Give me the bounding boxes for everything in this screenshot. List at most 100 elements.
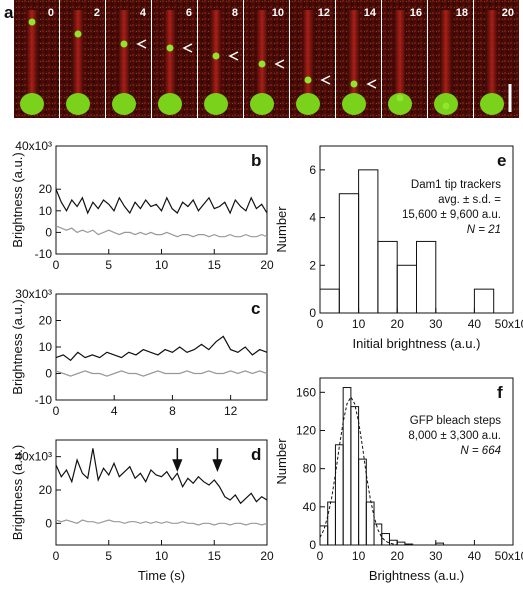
arrowhead <box>320 75 331 85</box>
frame-label: 10 <box>272 7 284 19</box>
y-axis-label: Brightness (a.u.) <box>10 152 25 247</box>
annotation: Dam1 tip trackers <box>411 179 501 191</box>
annotation: avg. ± s.d. = <box>438 194 501 206</box>
x-tick-label: 10 <box>155 549 169 563</box>
histogram-bar <box>358 458 367 546</box>
x-tick-label: 20 <box>391 317 405 331</box>
x-tick-label: 30 <box>429 549 443 563</box>
microtubule <box>486 10 498 110</box>
microtubule <box>302 10 314 110</box>
panel-letter: b <box>251 151 261 170</box>
panel-letter: d <box>251 445 261 464</box>
microtubule <box>394 10 406 110</box>
annotation: 15,600 ± 9,600 a.u. <box>402 209 501 221</box>
annotation: N = 21 <box>467 224 501 236</box>
frame-label: 2 <box>94 7 100 19</box>
histogram-bar <box>358 169 379 314</box>
x-tick-label: 40 <box>468 549 482 563</box>
x-tick-label: 20 <box>260 258 274 272</box>
microtubule <box>440 10 452 110</box>
x-tick-label: 50x10³ <box>495 549 523 563</box>
arrowhead <box>366 79 377 89</box>
x-tick-label: 12 <box>224 404 238 418</box>
histogram-bar <box>381 533 390 546</box>
histogram-bar <box>319 288 340 314</box>
panel-letter: f <box>497 383 503 402</box>
histogram-bar <box>377 240 398 314</box>
y-axis-label: Number <box>274 438 289 485</box>
tip-tracker <box>166 44 174 52</box>
annotation: N = 664 <box>460 445 501 457</box>
y-tick-label: 20 <box>39 182 53 196</box>
x-tick-label: 20 <box>260 549 274 563</box>
plot-frame <box>55 293 268 401</box>
seed <box>250 93 274 115</box>
x-tick-label: 15 <box>208 549 222 563</box>
y-tick-label: 160 <box>296 385 316 399</box>
y-tick-label: 80 <box>303 462 317 476</box>
y-axis-label: Brightness (a.u.) <box>10 299 25 394</box>
tip-tracker <box>442 102 450 110</box>
y-tick-label: 20 <box>39 314 53 328</box>
y-axis-label: Brightness (a.u.) <box>10 445 25 540</box>
frame-label: 16 <box>410 7 422 19</box>
trace <box>55 225 268 238</box>
annotation: GFP bleach steps <box>410 415 501 427</box>
arrow <box>172 448 183 473</box>
seed <box>342 93 366 115</box>
y-tick-label: 4 <box>309 211 316 225</box>
x-tick-label: 10 <box>352 549 366 563</box>
x-tick-label: 4 <box>111 404 118 418</box>
tip-tracker <box>258 60 266 68</box>
frame-label: 14 <box>364 7 377 19</box>
seed <box>204 93 228 115</box>
arrowhead <box>228 51 239 61</box>
trace <box>55 370 268 377</box>
x-tick-label: 30 <box>429 317 443 331</box>
microtubule <box>210 10 222 110</box>
x-tick-label: 0 <box>53 258 60 272</box>
microtubule <box>256 10 268 110</box>
panel-letter: e <box>497 151 506 170</box>
x-tick-label: 50x10³ <box>495 317 523 331</box>
seed <box>158 93 182 115</box>
x-tick-label: 8 <box>169 404 176 418</box>
fit-curve <box>319 396 398 546</box>
histogram-bar <box>338 193 360 314</box>
y-tick-label: 40x10³ <box>15 450 52 464</box>
filmstrip: 0 2 4 6 8 10 12 14 16 18 20 <box>14 0 519 118</box>
histogram-bar <box>396 541 406 546</box>
frame-label: 18 <box>456 7 468 19</box>
tip-tracker <box>304 76 312 84</box>
y-tick-label: 0 <box>309 538 316 552</box>
y-tick-label: 10 <box>39 204 53 218</box>
annotation: 8,000 ± 3,300 a.u. <box>408 430 501 442</box>
seed <box>388 93 412 115</box>
tip-tracker <box>350 80 358 88</box>
frame-label: 20 <box>502 7 514 19</box>
y-axis-label: Number <box>274 206 289 253</box>
tip-tracker <box>28 18 36 26</box>
y-tick-label: 2 <box>309 258 316 272</box>
x-tick-label: 0 <box>53 549 60 563</box>
plot-frame <box>55 439 268 546</box>
y-tick-label: 120 <box>296 423 316 437</box>
arrowhead <box>136 39 147 49</box>
panel-letter: c <box>251 299 260 318</box>
x-tick-label: 5 <box>105 549 112 563</box>
y-tick-label: 40x10³ <box>15 139 52 153</box>
x-tick-label: 15 <box>208 258 222 272</box>
tip-tracker <box>212 52 220 60</box>
histogram-bar <box>342 387 352 546</box>
frame-label: 6 <box>186 7 192 19</box>
arrowhead <box>182 43 193 53</box>
x-tick-label: 0 <box>53 404 60 418</box>
x-axis-label: Initial brightness (a.u.) <box>353 336 481 351</box>
x-tick-label: 5 <box>105 258 112 272</box>
x-axis-label: Time (s) <box>138 568 185 583</box>
y-tick-label: -10 <box>35 247 53 261</box>
tip-tracker <box>396 94 404 102</box>
histogram-bar <box>334 444 344 546</box>
trace <box>55 519 268 526</box>
y-tick-label: 10 <box>39 340 53 354</box>
